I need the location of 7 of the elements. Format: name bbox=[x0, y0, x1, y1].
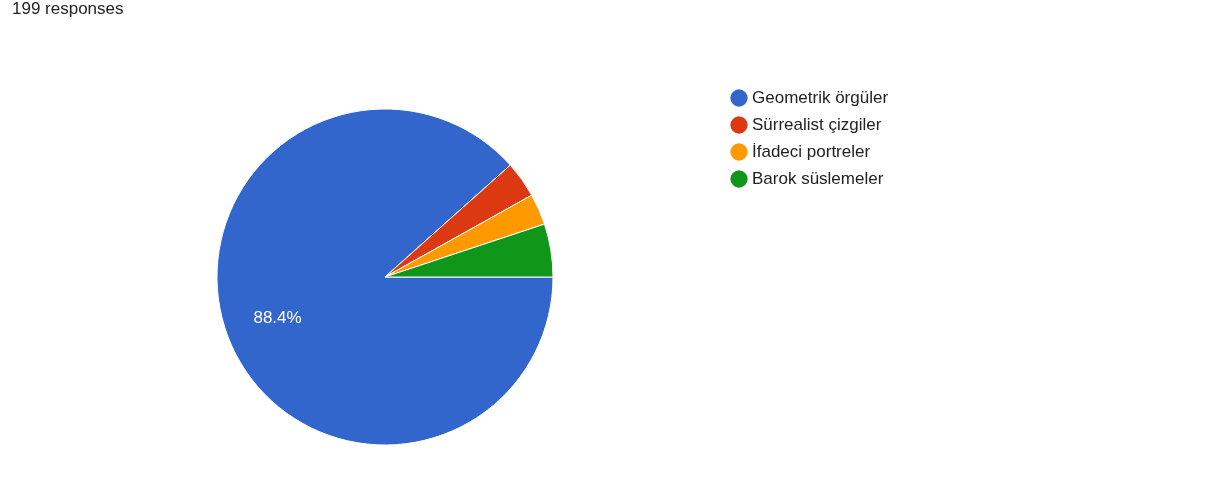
legend-label: Barok süslemeler bbox=[752, 169, 884, 188]
legend-label: İfadeci portreler bbox=[752, 142, 871, 161]
data-label: 88.4% bbox=[253, 307, 302, 327]
pie-slice bbox=[216, 108, 554, 446]
legend-label: Geometrik örgüler bbox=[752, 88, 889, 107]
text: 199 responses bbox=[12, 0, 124, 18]
legend-label: Sürrealist çizgiler bbox=[752, 115, 882, 134]
